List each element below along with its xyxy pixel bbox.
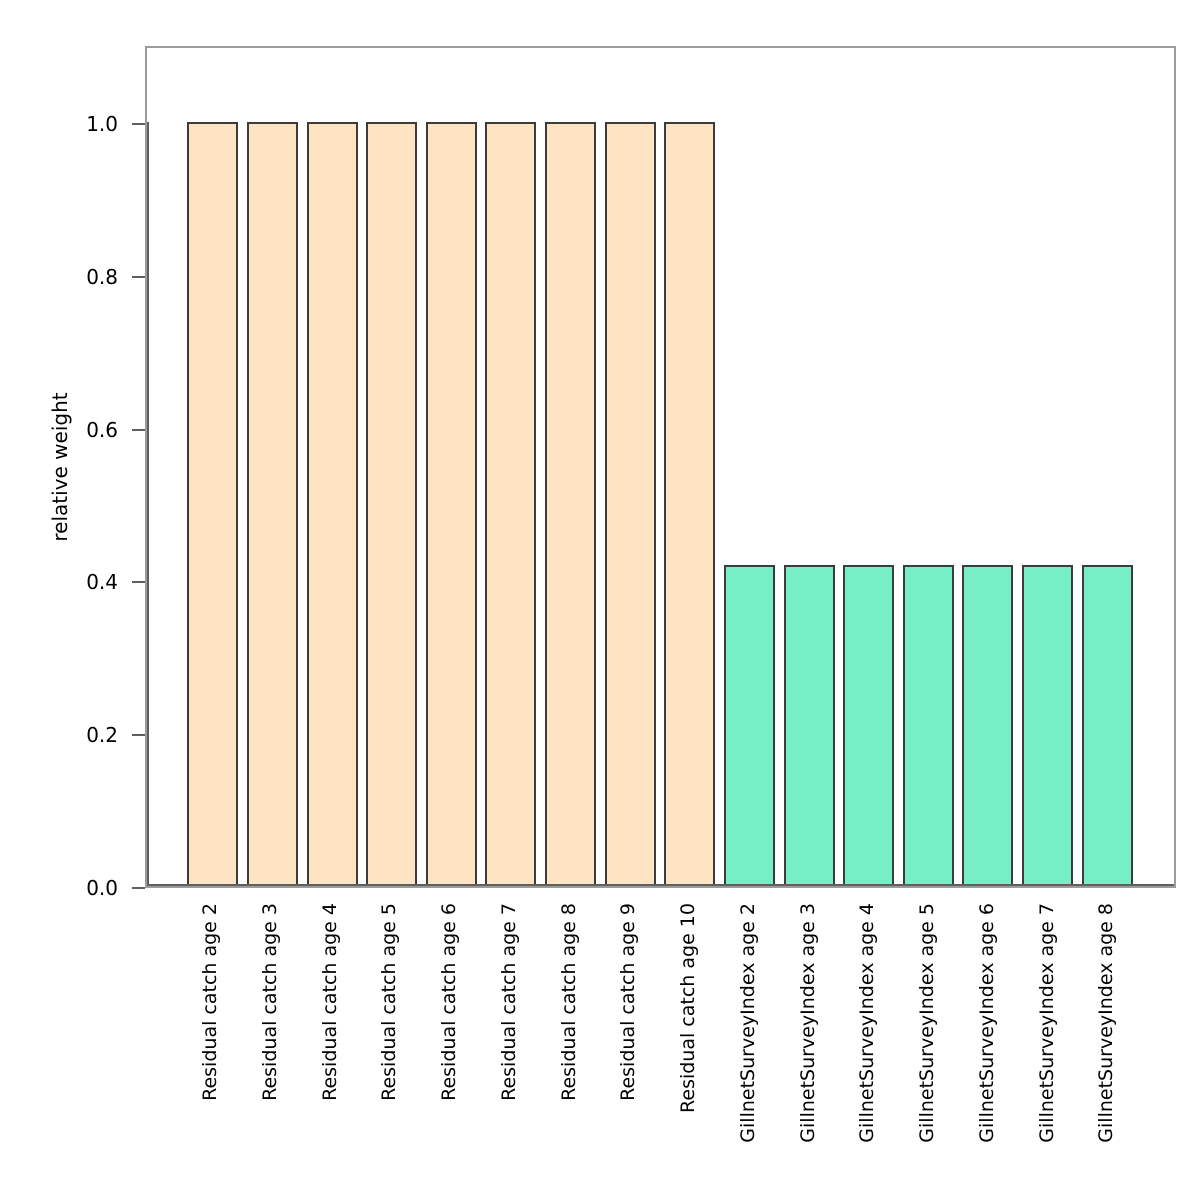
- y-tick-label: 0.6: [86, 417, 118, 442]
- x-tick-label: GillnetSurveyIndex age 7: [1035, 903, 1058, 1143]
- bar-slot: [958, 48, 1018, 886]
- y-tick: [132, 428, 145, 431]
- x-tick-label: Residual catch age 9: [617, 903, 640, 1101]
- x-tick-label: GillnetSurveyIndex age 3: [796, 903, 819, 1143]
- x-tick-label-cell: Residual catch age 6: [420, 903, 480, 1193]
- bar-slot: [243, 48, 303, 886]
- x-tick-label: GillnetSurveyIndex age 2: [736, 903, 759, 1143]
- y-tick: [132, 581, 145, 584]
- bar-slot: [779, 48, 839, 886]
- bar-slot: [1018, 48, 1078, 886]
- x-axis-labels: Residual catch age 2 Residual catch age 3…: [181, 903, 1137, 1193]
- bar-slot: [600, 48, 660, 886]
- y-tick: [132, 123, 145, 125]
- x-tick-label-cell: Residual catch age 8: [540, 903, 600, 1193]
- x-tick-label-cell: GillnetSurveyIndex age 8: [1077, 903, 1137, 1193]
- y-tick: [132, 275, 145, 278]
- x-tick-label-cell: GillnetSurveyIndex age 4: [838, 903, 898, 1193]
- y-tick-label: 1.0: [86, 112, 118, 136]
- x-tick-label: Residual catch age 3: [258, 903, 281, 1101]
- bar: [902, 565, 954, 886]
- bar-slot: [481, 48, 541, 886]
- x-tick-label: Residual catch age 4: [318, 903, 341, 1101]
- bar: [664, 122, 716, 886]
- y-tick-label: 0.0: [86, 876, 118, 900]
- x-tick-label: Residual catch age 2: [199, 903, 221, 1101]
- bar-slot: [541, 48, 601, 886]
- bar-slot: [660, 48, 720, 886]
- x-tick-label-cell: GillnetSurveyIndex age 2: [719, 903, 779, 1193]
- x-tick-label: GillnetSurveyIndex age 5: [916, 903, 938, 1143]
- bar-slot: [362, 48, 422, 886]
- bar: [604, 122, 656, 886]
- x-tick-label: GillnetSurveyIndex age 6: [975, 903, 998, 1143]
- bar-slot: [839, 48, 899, 886]
- bar-slot: [183, 48, 243, 886]
- bar: [545, 122, 597, 886]
- x-tick-label-cell: Residual catch age 9: [599, 903, 659, 1193]
- bar: [1081, 565, 1133, 886]
- bar: [783, 565, 835, 886]
- bar-slot: [1077, 48, 1137, 886]
- y-tick: [132, 887, 145, 889]
- bar: [425, 122, 477, 886]
- bar-slot: [720, 48, 780, 886]
- x-tick-label: Residual catch age 5: [378, 903, 401, 1101]
- x-tick-label-cell: Residual catch age 4: [301, 903, 361, 1193]
- x-tick-label-cell: Residual catch age 5: [360, 903, 420, 1193]
- x-tick-label: GillnetSurveyIndex age 4: [856, 903, 879, 1143]
- x-tick-label: Residual catch age 6: [438, 903, 460, 1101]
- x-tick-label: Residual catch age 8: [557, 903, 580, 1101]
- x-tick-label-cell: GillnetSurveyIndex age 6: [958, 903, 1018, 1193]
- y-axis-title: relative weight: [48, 392, 72, 542]
- x-tick-label: Residual catch age 7: [497, 903, 520, 1101]
- x-axis-line: [147, 884, 1174, 886]
- y-tick-label: 0.2: [86, 723, 118, 748]
- bar: [306, 122, 358, 886]
- bar: [187, 122, 239, 886]
- bar-slot: [899, 48, 959, 886]
- bar: [246, 122, 298, 886]
- bar: [485, 122, 537, 886]
- x-tick-label: Residual catch age 10: [677, 903, 699, 1113]
- x-tick-label: GillnetSurveyIndex age 8: [1095, 903, 1118, 1143]
- y-axis-line: [147, 122, 149, 886]
- bar: [843, 565, 895, 886]
- bar-slot: [302, 48, 362, 886]
- bars-container: [183, 48, 1137, 886]
- x-tick-label-cell: GillnetSurveyIndex age 3: [779, 903, 839, 1193]
- x-tick-label-cell: GillnetSurveyIndex age 7: [1018, 903, 1078, 1193]
- plot-area: [145, 46, 1176, 888]
- bar: [366, 122, 418, 886]
- x-tick-label-cell: Residual catch age 10: [659, 903, 719, 1193]
- y-tick: [132, 734, 145, 737]
- bar: [962, 565, 1014, 886]
- y-tick-label: 0.8: [86, 264, 118, 289]
- x-tick-label-cell: GillnetSurveyIndex age 5: [898, 903, 958, 1193]
- bar: [1022, 565, 1074, 886]
- bar: [723, 565, 775, 886]
- x-tick-label-cell: Residual catch age 3: [241, 903, 301, 1193]
- bar-slot: [422, 48, 482, 886]
- x-tick-label-cell: Residual catch age 7: [480, 903, 540, 1193]
- x-tick-label-cell: Residual catch age 2: [181, 903, 241, 1193]
- y-tick-label: 0.4: [86, 570, 118, 595]
